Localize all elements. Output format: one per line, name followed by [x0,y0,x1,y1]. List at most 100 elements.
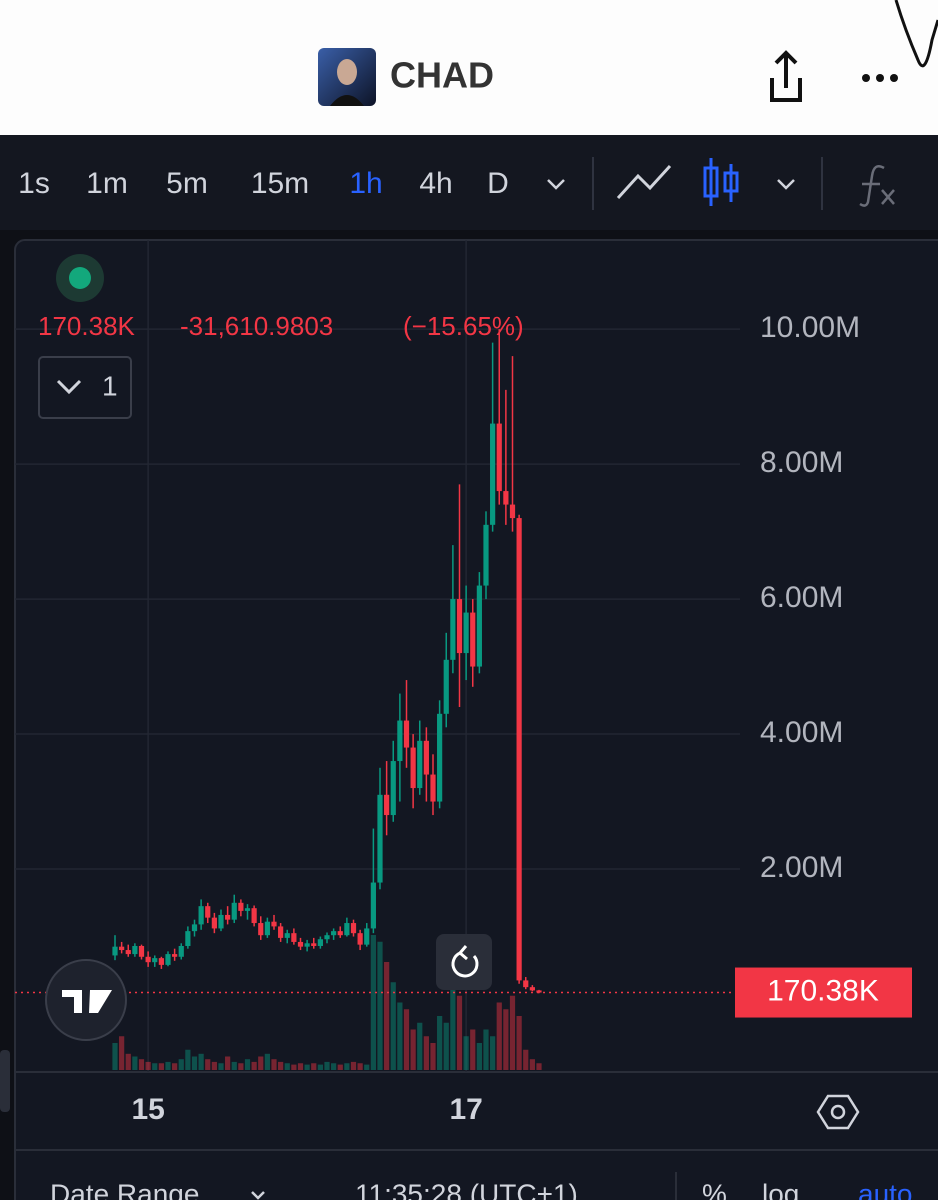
line-chart-button[interactable] [616,164,672,200]
candle-body [496,423,502,492]
candle-chart-button[interactable] [703,158,739,206]
interval-button[interactable]: D [487,167,509,200]
toolbar-bg [0,135,938,230]
volume-bar [410,1029,416,1070]
volume-bar [377,941,383,1070]
candle-body [132,945,138,955]
tv-logo-mark [62,990,112,1013]
candle-body [231,902,237,920]
interval-group: 1s 1m 5m 15m 1h 4h D [18,167,509,200]
dot [876,74,884,82]
interval-button[interactable]: 4h [419,167,452,200]
volume-bar [503,1009,509,1070]
candle-body [138,945,145,957]
volume-bar [450,989,456,1070]
volume-bar [423,1036,429,1070]
candle-body [225,914,231,920]
candle-body [112,946,118,956]
side-tab[interactable] [0,1050,10,1112]
percent-toggle[interactable]: % [702,1178,727,1200]
more-button[interactable] [862,74,898,82]
candle-body [284,933,290,938]
volume-bar [430,1043,436,1070]
volume-bar [317,1064,323,1070]
candle-body [377,794,383,883]
chevron [251,1191,265,1200]
volume-bar [403,1009,410,1070]
candle-body [172,954,178,957]
candle-body [370,882,376,929]
volume-bar [496,1002,502,1070]
interval-button[interactable]: 15m [251,167,309,200]
candle-body [205,906,211,918]
volume-bar [178,1059,184,1070]
volume-bar [205,1059,211,1070]
reset-button[interactable] [436,934,492,990]
candle-body [271,921,277,927]
candle-body [490,423,496,525]
candle-body [476,585,482,667]
x-tick-label: 15 [131,1093,164,1126]
volume-bar [516,1016,522,1070]
date-range-button[interactable]: Date Range [50,1178,199,1200]
volume-bar [158,1063,164,1070]
share-button[interactable] [770,50,802,102]
volume-bar [278,1061,284,1070]
chevron[interactable] [777,179,795,190]
volume-bar [357,1063,363,1070]
interval-button[interactable]: 5m [166,167,208,200]
volume-bar [364,1064,370,1070]
header-bg [0,0,938,135]
candle-body [443,659,449,714]
candle-body [264,921,270,936]
legend-change: -31,610.9803 [180,311,333,341]
candle-body [364,928,370,945]
volume-bar [344,1063,350,1070]
candle-body [450,599,456,660]
candle-body [211,917,217,929]
indicator-toggle[interactable] [38,356,132,419]
volume-bar [145,1061,151,1070]
volume-bar [397,1002,403,1070]
tv-logo[interactable] [45,959,127,1041]
legend-percent: (−15.65%) [403,311,524,341]
volume-bar [271,1059,277,1070]
last-price-tag [735,967,912,1018]
interval-button[interactable]: 1h [349,167,382,200]
candle-body [463,612,469,654]
candle-body [423,740,429,775]
volume-bar [476,1043,482,1070]
candle-body [456,599,463,654]
fx-x [881,189,895,205]
volume-bar [490,1036,496,1070]
candle-body [523,980,529,988]
volume-bar [509,995,516,1070]
candle-body [470,612,476,667]
candle-body [198,906,204,925]
volume-bar [483,1029,489,1070]
volume-bar [304,1064,310,1070]
interval-button[interactable]: 1m [86,167,128,200]
volume-bar [138,1059,145,1070]
chevron [56,379,82,395]
volume-bar [225,1056,231,1070]
settings-button[interactable] [816,1094,860,1130]
volume-bar [218,1063,224,1070]
y-tick-label: 8.00M [760,446,843,479]
candle-body [397,720,403,762]
log-toggle[interactable]: log [762,1178,799,1200]
volume-bar [238,1063,244,1070]
volume-bar [470,1029,476,1070]
candle-body [297,941,304,947]
interval-button[interactable]: 1s [18,167,50,200]
chevron[interactable] [547,179,565,190]
candle-body [251,908,257,924]
candle-body [119,946,125,951]
volume-bar [191,1056,198,1070]
scribble [894,0,938,68]
volume-bar [463,1036,469,1070]
auto-toggle[interactable]: auto [858,1178,913,1200]
indicators-button[interactable] [859,165,895,207]
